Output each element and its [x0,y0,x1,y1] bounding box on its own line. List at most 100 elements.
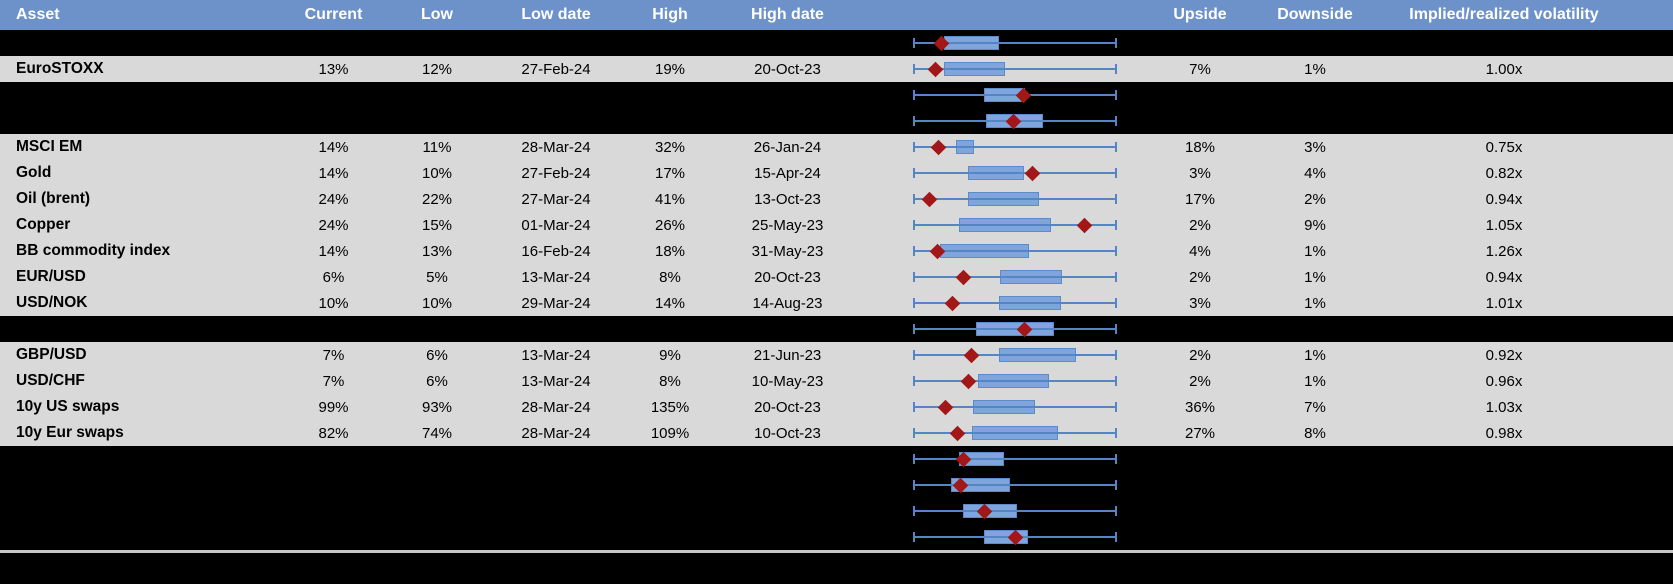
high-date-cell[interactable]: 10-Oct-23 [754,424,821,442]
column-header-downside[interactable]: Downside [1277,6,1353,23]
current-cell[interactable]: 14% [318,164,349,182]
low-cell[interactable]: 6% [426,372,448,390]
asset-cell[interactable]: GBP/USD [16,346,87,363]
low-date-cell[interactable]: 29-Mar-24 [521,294,591,312]
column-header-implied-realized[interactable]: Implied/realized volatility [1409,6,1599,23]
implied-realized-cell[interactable]: 1.01x [1485,294,1523,312]
implied-realized-cell[interactable]: 1.03x [1485,398,1523,416]
low-date-cell[interactable]: 28-Mar-24 [521,398,591,416]
asset-cell[interactable]: USD/NOK [16,294,88,311]
asset-cell[interactable]: Gold [16,164,52,181]
implied-realized-cell[interactable]: 1.00x [1485,60,1523,78]
low-cell[interactable]: 12% [421,60,453,78]
asset-cell[interactable]: MSCI EM [16,138,83,155]
low-date-cell[interactable]: 28-Mar-24 [521,424,591,442]
high-date-cell[interactable]: 31-May-23 [751,242,824,260]
asset-cell[interactable]: Oil (brent) [16,190,91,207]
column-header-asset[interactable]: Asset [16,6,60,23]
downside-cell[interactable]: 1% [1304,60,1326,78]
low-date-cell[interactable]: 27-Feb-24 [521,164,591,182]
column-header-high[interactable]: High [652,6,688,23]
high-cell[interactable]: 135% [650,398,690,416]
low-date-cell[interactable]: 13-Mar-24 [521,346,591,364]
upside-cell[interactable]: 3% [1189,164,1211,182]
low-cell[interactable]: 11% [422,138,452,156]
upside-cell[interactable]: 4% [1189,242,1211,260]
asset-cell[interactable]: 10y Eur swaps [16,424,124,441]
low-cell[interactable]: 10% [421,294,453,312]
high-date-cell[interactable]: 20-Oct-23 [754,268,821,286]
high-cell[interactable]: 8% [659,268,681,286]
implied-realized-cell[interactable]: 0.75x [1485,138,1523,156]
high-cell[interactable]: 109% [650,424,690,442]
implied-realized-cell[interactable]: 1.05x [1485,216,1523,234]
low-cell[interactable]: 74% [421,424,453,442]
upside-cell[interactable]: 2% [1189,346,1211,364]
high-date-cell[interactable]: 15-Apr-24 [754,164,821,182]
low-date-cell[interactable]: 16-Feb-24 [521,242,591,260]
implied-realized-cell[interactable]: 0.98x [1485,424,1523,442]
upside-cell[interactable]: 2% [1189,372,1211,390]
asset-cell[interactable]: 10y US swaps [16,398,120,415]
upside-cell[interactable]: 27% [1184,424,1216,442]
low-date-cell[interactable]: 13-Mar-24 [521,372,591,390]
high-cell[interactable]: 32% [654,138,686,156]
column-header-high-date[interactable]: High date [751,6,824,23]
asset-cell[interactable]: BB commodity index [16,242,171,259]
low-date-cell[interactable]: 13-Mar-24 [521,268,591,286]
high-cell[interactable]: 14% [654,294,686,312]
downside-cell[interactable]: 2% [1304,190,1326,208]
upside-cell[interactable]: 17% [1184,190,1216,208]
low-date-cell[interactable]: 27-Mar-24 [521,190,591,208]
current-cell[interactable]: 99% [318,398,349,416]
column-header-current[interactable]: Current [304,6,363,23]
current-cell[interactable]: 24% [318,190,349,208]
low-cell[interactable]: 15% [421,216,453,234]
downside-cell[interactable]: 8% [1304,424,1326,442]
high-date-cell[interactable]: 14-Aug-23 [752,294,823,312]
high-date-cell[interactable]: 10-May-23 [751,372,824,390]
column-header-upside[interactable]: Upside [1173,6,1227,23]
high-date-cell[interactable]: 20-Oct-23 [754,398,821,416]
current-cell[interactable]: 6% [322,268,345,286]
low-date-cell[interactable]: 27-Feb-24 [521,60,591,78]
upside-cell[interactable]: 36% [1184,398,1216,416]
upside-cell[interactable]: 7% [1189,60,1211,78]
high-date-cell[interactable]: 25-May-23 [751,216,824,234]
upside-cell[interactable]: 18% [1184,138,1216,156]
asset-cell[interactable]: Copper [16,216,71,233]
low-cell[interactable]: 10% [421,164,453,182]
downside-cell[interactable]: 1% [1304,372,1326,390]
low-cell[interactable]: 22% [421,190,453,208]
current-cell[interactable]: 10% [318,294,349,312]
high-cell[interactable]: 8% [659,372,681,390]
downside-cell[interactable]: 1% [1304,346,1326,364]
asset-cell[interactable]: EUR/USD [16,268,86,285]
high-date-cell[interactable]: 20-Oct-23 [754,60,821,78]
asset-cell[interactable]: USD/CHF [16,372,85,389]
downside-cell[interactable]: 3% [1304,138,1326,156]
column-header-low[interactable]: Low [421,6,453,23]
implied-realized-cell[interactable]: 0.96x [1485,372,1523,390]
low-cell[interactable]: 5% [426,268,448,286]
low-date-cell[interactable]: 01-Mar-24 [521,216,591,234]
high-cell[interactable]: 26% [654,216,686,234]
high-date-cell[interactable]: 26-Jan-24 [753,138,822,156]
downside-cell[interactable]: 1% [1304,294,1326,312]
high-cell[interactable]: 9% [659,346,681,364]
implied-realized-cell[interactable]: 0.94x [1485,190,1523,208]
low-cell[interactable]: 13% [421,242,453,260]
implied-realized-cell[interactable]: 0.82x [1485,164,1523,182]
downside-cell[interactable]: 9% [1304,216,1326,234]
high-date-cell[interactable]: 21-Jun-23 [753,346,822,364]
current-cell[interactable]: 14% [318,242,349,260]
implied-realized-cell[interactable]: 0.94x [1485,268,1523,286]
current-cell[interactable]: 7% [322,372,345,390]
upside-cell[interactable]: 2% [1189,268,1211,286]
downside-cell[interactable]: 1% [1304,268,1326,286]
current-cell[interactable]: 82% [318,424,349,442]
column-header-low-date[interactable]: Low date [521,6,591,23]
current-cell[interactable]: 13% [318,60,349,78]
high-cell[interactable]: 19% [654,60,686,78]
high-cell[interactable]: 17% [654,164,686,182]
